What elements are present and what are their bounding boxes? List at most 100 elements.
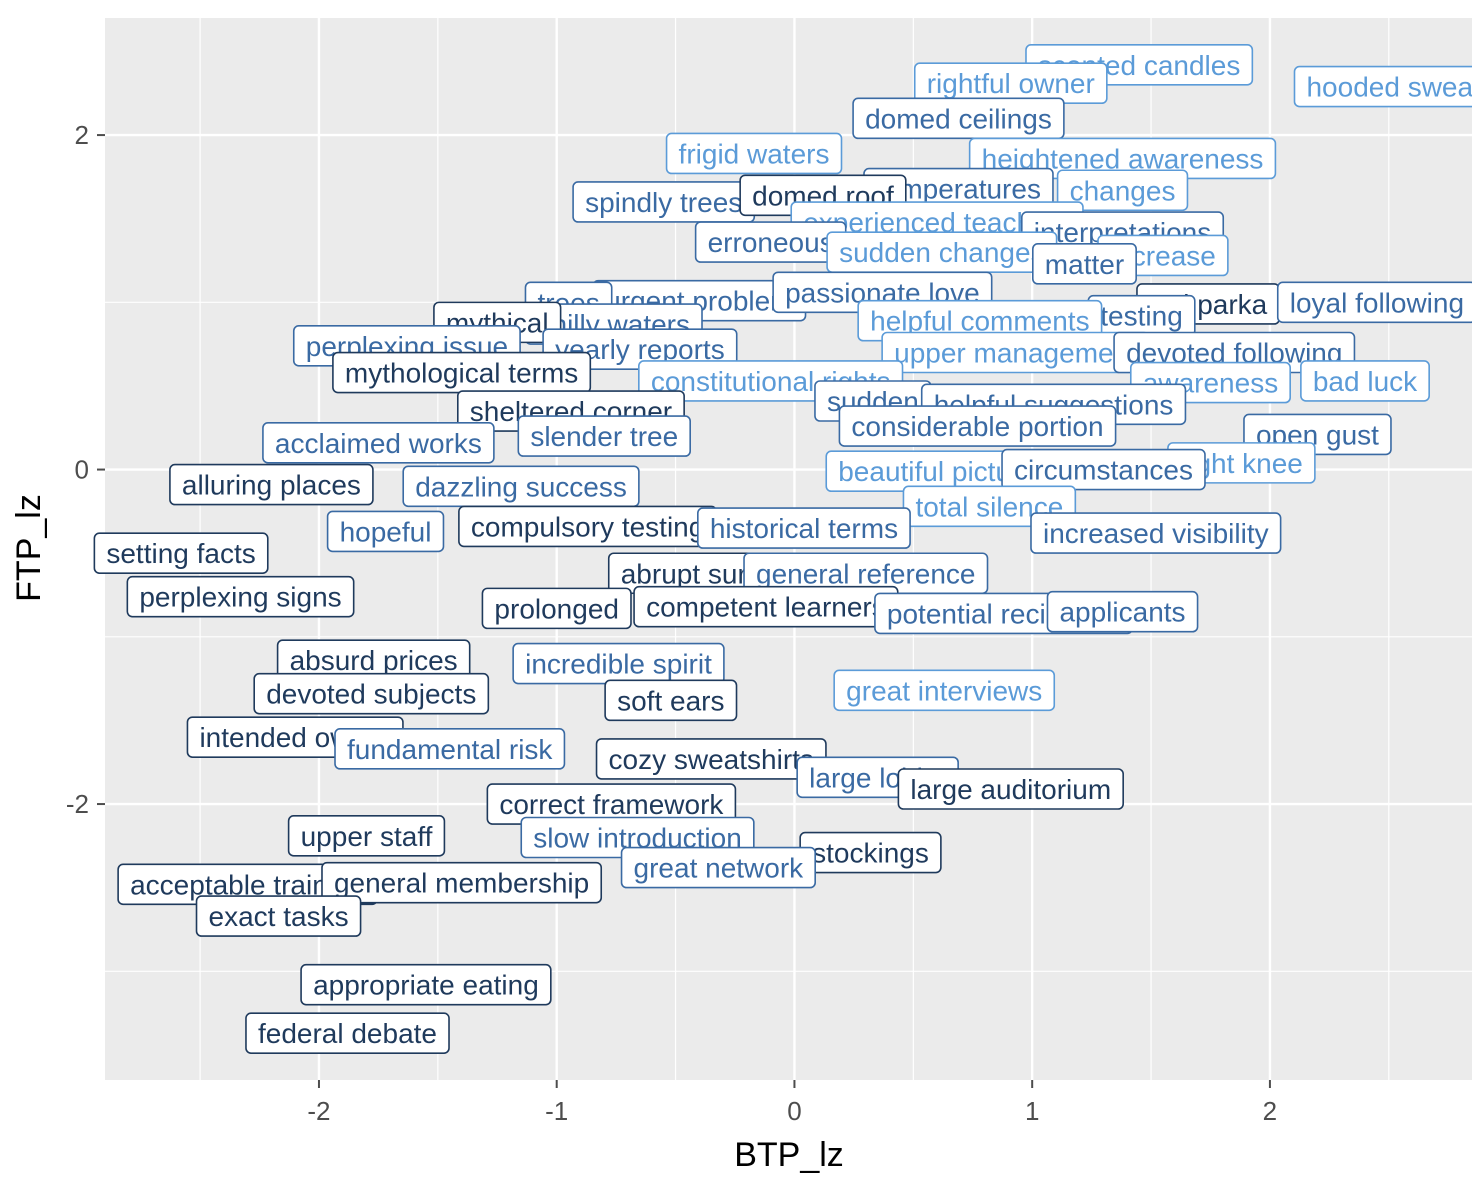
point-label-text: large auditorium: [910, 774, 1111, 805]
point-label-text: hopeful: [340, 516, 432, 547]
point-label-box: [1056, 169, 1189, 212]
x-axis: -2 -1 0 1 2: [307, 1080, 1277, 1126]
point-label: alluring places: [169, 463, 374, 506]
point-label: hopeful: [326, 510, 445, 553]
point-label-text: incredible spirit: [525, 649, 712, 680]
point-label-text: changes: [1070, 175, 1176, 206]
point-label: sudden changes: [826, 231, 1058, 273]
point-label: upper management: [881, 331, 1150, 374]
point-label-text: great network: [634, 853, 805, 884]
point-label-text: hooded sweats: [1306, 72, 1484, 103]
y-tick-label: 2: [75, 120, 89, 150]
point-label-text: devoted subjects: [266, 679, 476, 710]
point-label: correct framework: [486, 783, 737, 825]
point-label-text: dazzling success: [415, 471, 627, 502]
point-label: incredible spirit: [512, 642, 725, 685]
point-label-box: [1293, 65, 1484, 108]
x-axis-title: BTP_lz: [734, 1136, 844, 1174]
right-page-mask: [1472, 0, 1484, 1178]
point-label-box: [93, 532, 269, 574]
point-label: general reference: [743, 552, 989, 595]
x-tick-label: 2: [1263, 1096, 1277, 1126]
point-label-box: [833, 669, 1056, 712]
point-label-box: [604, 679, 738, 722]
point-label-box: [245, 1012, 450, 1054]
point-label-text: competent learners: [646, 592, 886, 623]
point-label-text: prolonged: [494, 593, 619, 624]
point-label: historical terms: [697, 507, 911, 549]
point-label-text: bad luck: [1313, 366, 1418, 397]
point-label: competent learners: [633, 585, 899, 628]
point-label: hooded sweats: [1293, 65, 1484, 108]
point-label-text: cozy sweatshirts: [609, 744, 814, 775]
point-label: cozy sweatshirts: [595, 738, 827, 780]
point-label-text: general reference: [756, 558, 975, 589]
point-label: upper staff: [287, 815, 446, 857]
point-label-text: domed ceilings: [865, 103, 1052, 134]
point-label: soft ears: [604, 679, 738, 722]
point-label: testing: [1087, 294, 1196, 337]
point-label: large auditorium: [897, 768, 1124, 810]
point-label: frigid waters: [665, 132, 843, 175]
point-label-box: [169, 463, 374, 506]
point-label-text: absurd prices: [290, 645, 458, 676]
point-label: spindly trees: [572, 181, 756, 223]
point-label: exact tasks: [195, 895, 362, 937]
point-label: devoted subjects: [253, 672, 490, 715]
point-label-text: applicants: [1059, 597, 1185, 628]
point-label-text: upper management: [894, 337, 1137, 368]
point-label: acclaimed works: [262, 421, 495, 464]
point-label: stockings: [799, 831, 942, 874]
point-label: domed ceilings: [852, 97, 1065, 140]
point-label-text: upper staff: [301, 821, 433, 852]
point-label-box: [1046, 590, 1199, 633]
point-label-box: [838, 405, 1117, 447]
point-label-text: loyal following: [1290, 287, 1464, 318]
point-label-box: [321, 861, 603, 904]
point-label-box: [620, 846, 816, 889]
y-tick-label: 0: [75, 455, 89, 485]
point-label-box: [1032, 243, 1137, 285]
point-label-text: helpful comments: [870, 306, 1089, 337]
point-label-box: [517, 415, 691, 457]
point-label-text: great interviews: [846, 675, 1042, 706]
point-label: loyal following: [1276, 281, 1477, 324]
point-label-box: [1001, 448, 1206, 491]
point-label: great interviews: [833, 669, 1056, 712]
point-label-text: exact tasks: [209, 901, 349, 932]
point-label: yearly reports: [542, 328, 738, 370]
point-label-box: [1030, 512, 1282, 554]
point-label-text: matter: [1045, 249, 1124, 280]
point-label-text: federal debate: [258, 1018, 437, 1049]
point-label: considerable portion: [838, 405, 1117, 447]
point-label-text: alluring places: [182, 470, 361, 501]
point-label-text: sudden changes: [839, 237, 1045, 268]
point-label: fundamental risk: [334, 728, 566, 770]
point-label: appropriate eating: [300, 963, 552, 1006]
point-label-text: increased visibility: [1043, 518, 1269, 549]
point-label-text: historical terms: [710, 513, 898, 544]
point-label-text: setting facts: [106, 538, 255, 569]
point-label: federal debate: [245, 1012, 450, 1054]
point-label: prolonged: [481, 587, 632, 630]
point-label-box: [852, 97, 1065, 140]
point-label: rightful owner: [913, 62, 1108, 105]
point-label: circumstances: [1001, 448, 1206, 491]
point-label: beautiful picture: [825, 450, 1049, 493]
point-label: mythological terms: [332, 351, 592, 394]
point-label-text: general membership: [334, 868, 589, 899]
point-label: compulsory testing: [458, 505, 718, 548]
point-label-text: considerable portion: [851, 411, 1103, 442]
point-label-text: stockings: [812, 838, 929, 869]
point-label-text: perplexing signs: [139, 582, 341, 613]
point-label: perplexing signs: [126, 575, 355, 618]
point-label-box: [195, 895, 362, 937]
point-label-text: acclaimed works: [275, 428, 482, 459]
point-label-text: testing: [1100, 301, 1183, 332]
point-label-text: slender tree: [530, 421, 678, 452]
point-label-text: correct framework: [499, 789, 724, 820]
point-label-text: fundamental risk: [347, 734, 553, 765]
point-label-text: soft ears: [617, 685, 724, 716]
point-label-box: [665, 132, 843, 175]
